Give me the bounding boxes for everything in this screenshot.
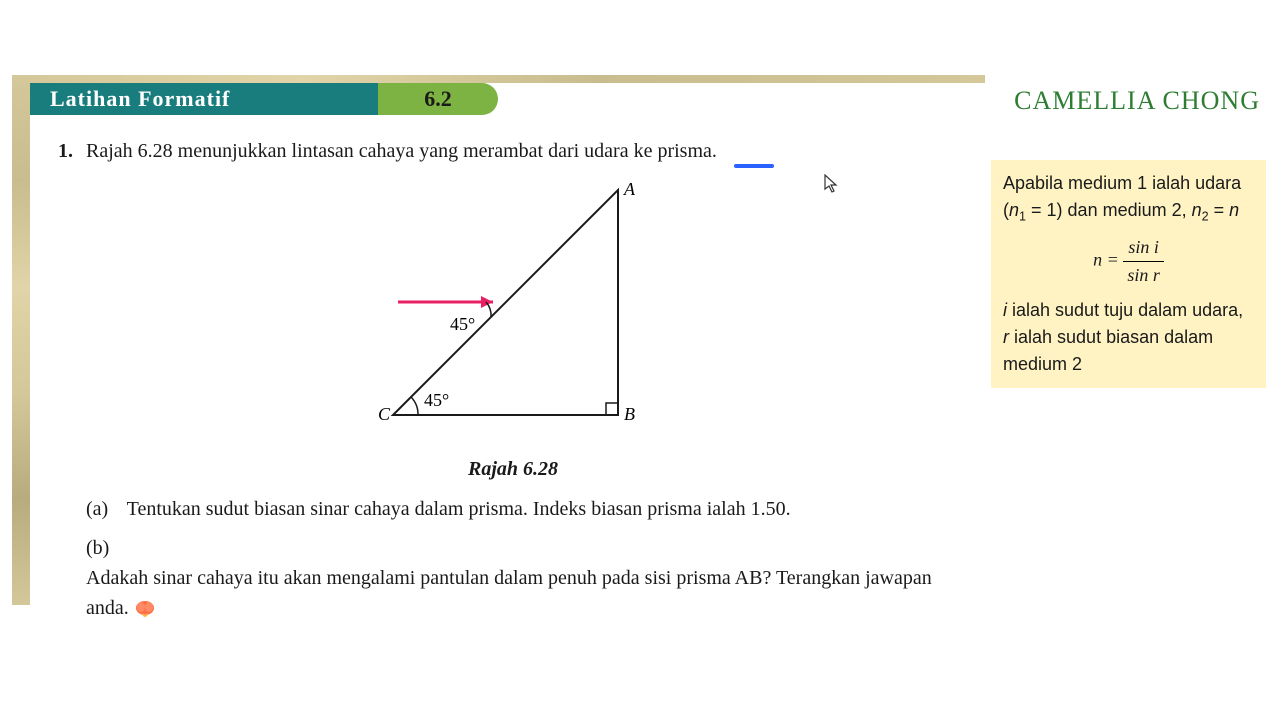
note-formula: n = sin isin r	[1003, 234, 1254, 289]
formula-note-box: Apabila medium 1 ialah udara (n1 = 1) da…	[991, 160, 1266, 388]
part-a-label: (a)	[86, 498, 122, 521]
part-b-label: (b)	[86, 533, 122, 563]
part-b-text: Adakah sinar cahaya itu akan mengalami p…	[86, 563, 946, 623]
texture-left-edge	[12, 75, 30, 605]
note-line-1: Apabila medium 1 ialah udara (n1 = 1) da…	[1003, 170, 1254, 226]
header-title: Latihan Formatif	[50, 86, 230, 112]
svg-text:C: C	[378, 404, 391, 424]
header-bar: Latihan Formatif 6.2	[12, 75, 985, 115]
part-b-content: Adakah sinar cahaya itu akan mengalami p…	[86, 567, 932, 619]
question-part-a: (a) Tentukan sudut biasan sinar cahaya d…	[86, 498, 791, 521]
texture-top-edge	[12, 75, 985, 83]
svg-text:B: B	[624, 404, 635, 424]
brain-icon	[134, 598, 156, 620]
svg-text:45°: 45°	[424, 390, 449, 410]
part-a-text: Tentukan sudut biasan sinar cahaya dalam…	[127, 498, 791, 520]
note-line-2: i ialah sudut tuju dalam udara, r ialah …	[1003, 297, 1254, 378]
question-part-b: (b) Adakah sinar cahaya itu akan mengala…	[86, 533, 968, 623]
prism-diagram: A B C 45° 45°	[378, 180, 698, 440]
svg-text:A: A	[623, 180, 636, 199]
author-name: CAMELLIA CHONG	[1014, 86, 1260, 116]
header-green: 6.2	[378, 83, 498, 115]
underline-annotation	[734, 164, 774, 168]
header-teal: Latihan Formatif	[30, 83, 378, 115]
figure-caption: Rajah 6.28	[58, 458, 968, 481]
header-number: 6.2	[424, 86, 452, 112]
svg-text:45°: 45°	[450, 314, 475, 334]
question-number: 1.	[58, 140, 73, 163]
question-intro: Rajah 6.28 menunjukkan lintasan cahaya y…	[86, 140, 717, 163]
cursor-icon	[824, 174, 840, 199]
